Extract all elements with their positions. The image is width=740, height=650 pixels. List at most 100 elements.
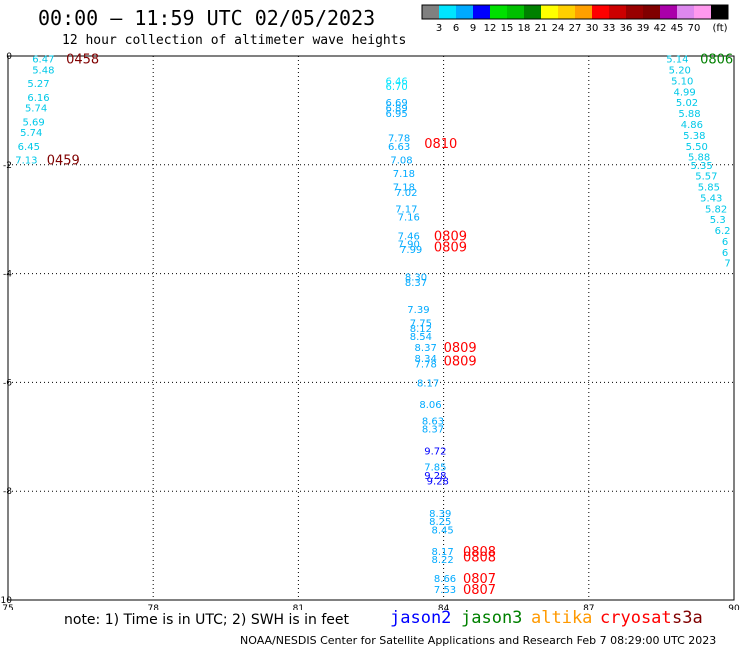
legend-swatch <box>541 5 558 19</box>
pass-time-label: 0458 <box>66 53 99 68</box>
wave-height-label: 5.02 <box>676 98 698 109</box>
wave-height-label: 6.45 <box>18 142 40 153</box>
wave-height-label: 7.78 <box>388 134 410 145</box>
legend-label: 12 <box>484 23 497 34</box>
altimeter-map[interactable]: 75 78 81 84 87 90 0 -2 -4 -6 -8 -10 6.475.48 5.27 6.16… <box>0 0 740 610</box>
wave-height-label: 8.17 <box>417 378 439 389</box>
legend-swatch <box>507 5 524 19</box>
wave-height-label: 6 <box>722 248 728 259</box>
wave-height-label: 6.89 <box>386 104 408 115</box>
wave-height-label: 8.22 <box>432 555 454 566</box>
wave-height-label: 9.72 <box>424 446 446 457</box>
legend-swatch <box>609 5 626 19</box>
track-west: 6.475.485.276.165.745.695.746.457.130458… <box>15 53 99 169</box>
legend-swatch <box>456 5 473 19</box>
wave-height-label: 8.30 <box>405 272 427 283</box>
wave-height-label: 8.34 <box>415 354 437 365</box>
wave-height-label: 8.25 <box>429 517 451 528</box>
legend-swatch <box>439 5 456 19</box>
wave-height-label: 8.66 <box>434 574 456 585</box>
wave-height-label: 5.82 <box>705 204 727 215</box>
legend-swatch <box>575 5 592 19</box>
wave-height-label: 8.12 <box>410 324 432 335</box>
legend-label: 27 <box>569 23 582 34</box>
map-frame <box>7 55 735 601</box>
satellite-altika: altika <box>531 608 593 628</box>
wave-height-label: 5.43 <box>700 193 722 204</box>
legend-swatch <box>422 5 439 19</box>
wave-height-label: 6.47 <box>32 55 54 66</box>
legend-label: 18 <box>518 23 531 34</box>
pass-time-label: 0808 <box>463 545 496 560</box>
legend-label: 42 <box>654 23 667 34</box>
wave-height-label: 5.35 <box>690 161 712 172</box>
wave-height-label: 7.53 <box>434 585 456 596</box>
wave-height-label: 5.57 <box>695 172 717 183</box>
legend-swatch <box>694 5 711 19</box>
wave-height-label: 4.86 <box>681 120 703 131</box>
wave-height-label: 6.16 <box>27 93 49 104</box>
legend-swatch <box>677 5 694 19</box>
legend-label: 33 <box>603 23 616 34</box>
pass-time-label: 0809 <box>444 355 477 370</box>
wave-height-label: 8.37 <box>422 425 444 436</box>
wave-height-label: 5.74 <box>25 104 47 115</box>
lon-tick-label: 90 <box>728 604 740 610</box>
wave-height-label: 7 <box>724 259 730 270</box>
lat-tick-label: -10 <box>0 596 12 606</box>
wave-height-label: 7.46 <box>398 232 420 243</box>
lat-tick-label: -6 <box>3 378 12 388</box>
lat-tick-label: -2 <box>3 161 12 171</box>
wave-height-label: 8.54 <box>410 332 432 343</box>
legend-label: 70 <box>688 23 701 34</box>
pass-time-label: 0810 <box>424 137 457 152</box>
legend-label: 9 <box>470 23 476 34</box>
wave-height-label: 7.39 <box>407 305 429 316</box>
wave-height-label: 5.88 <box>678 109 700 120</box>
legend-frame <box>421 4 729 20</box>
wave-height-label: 7.78 <box>415 359 437 370</box>
track-middle: 6.466.706.696.896.957.786.637.087.187.18… <box>386 76 497 598</box>
wave-height-label: 9.28 <box>424 471 446 482</box>
wave-height-label: 8.06 <box>419 400 441 411</box>
legend-unit: (ft) <box>712 23 727 34</box>
wave-height-label: 5.88 <box>688 153 710 164</box>
pass-time-label: 0809 <box>434 240 467 255</box>
wave-height-label: 8.45 <box>432 525 454 536</box>
footer-credit: NOAA/NESDIS Center for Satellite Applica… <box>240 634 717 647</box>
wave-height-label: 6.70 <box>386 82 408 93</box>
legend-label: 30 <box>586 23 599 34</box>
legend-swatch <box>524 5 541 19</box>
wave-height-label: 7.13 <box>15 155 37 166</box>
legend-swatch <box>626 5 643 19</box>
legend-swatch <box>643 5 660 19</box>
satellite-cryosat: cryosat <box>600 608 672 628</box>
legend-swatch <box>490 5 507 19</box>
wave-height-label: 7.90 <box>398 240 420 251</box>
wave-height-label: 4.99 <box>674 87 696 98</box>
legend-swatch <box>711 5 728 19</box>
pass-time-label: 0809 <box>444 341 477 356</box>
wave-height-label: 8.17 <box>432 547 454 558</box>
wave-height-label: 5.14 <box>666 55 688 66</box>
wave-height-label: 5.10 <box>671 76 693 87</box>
pass-time-label: 0807 <box>463 572 496 587</box>
wave-height-label: 7.02 <box>395 188 417 199</box>
wave-height-label: 6.95 <box>386 109 408 120</box>
legend-label: 45 <box>671 23 684 34</box>
wave-height-label: 7.17 <box>395 204 417 215</box>
wave-height-label: 8.39 <box>429 509 451 520</box>
wave-height-label: 5.3 <box>710 215 726 226</box>
lat-tick-label: -4 <box>3 270 12 280</box>
wave-height-label: 5.69 <box>23 117 45 128</box>
pass-time-label: 0806 <box>700 53 733 68</box>
wave-height-label: 7.16 <box>398 212 420 223</box>
legend-label: 39 <box>637 23 650 34</box>
wave-height-label: 5.38 <box>683 131 705 142</box>
wave-height-label: 5.74 <box>20 128 42 139</box>
wave-height-label: 8.37 <box>405 278 427 289</box>
wave-height-label: 5.27 <box>27 79 49 90</box>
pass-time-label: 0807 <box>463 583 496 598</box>
legend-label: 21 <box>535 23 548 34</box>
track-east: 5.145.205.104.995.025.884.865.385.505.88… <box>666 53 733 270</box>
